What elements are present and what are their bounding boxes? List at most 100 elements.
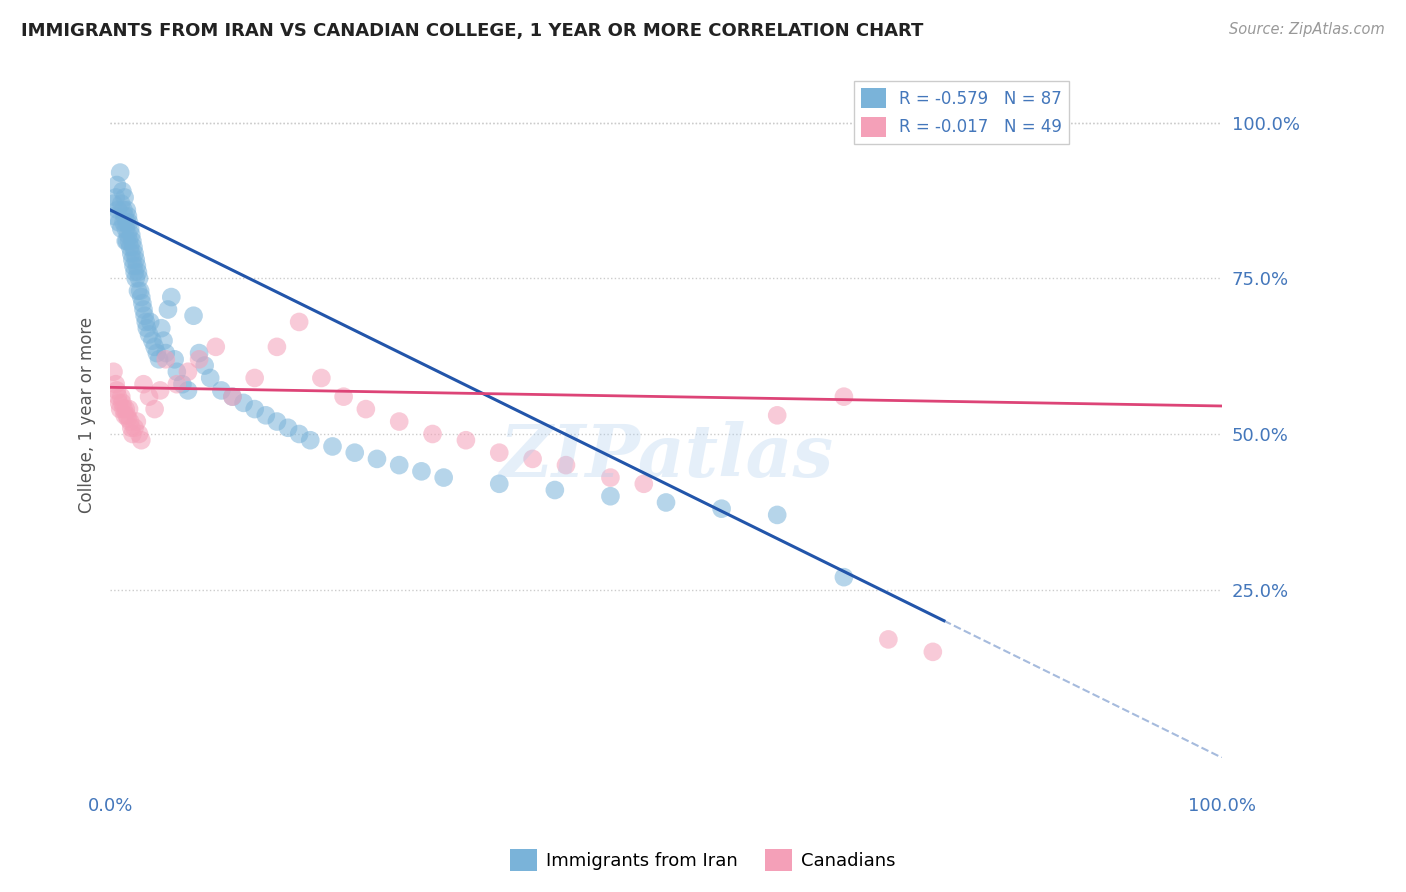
Point xyxy=(204,340,226,354)
Point xyxy=(166,377,188,392)
Point xyxy=(120,421,142,435)
Point xyxy=(114,190,136,204)
Point xyxy=(599,470,621,484)
Point xyxy=(108,396,131,410)
Legend: Immigrants from Iran, Canadians: Immigrants from Iran, Canadians xyxy=(503,842,903,879)
Point xyxy=(299,434,322,448)
Point xyxy=(254,409,277,423)
Point xyxy=(388,415,411,429)
Point xyxy=(544,483,567,497)
Point xyxy=(132,377,155,392)
Y-axis label: College, 1 year or more: College, 1 year or more xyxy=(79,318,96,514)
Legend: R = -0.579   N = 87, R = -0.017   N = 49: R = -0.579 N = 87, R = -0.017 N = 49 xyxy=(855,81,1069,144)
Point xyxy=(115,234,138,248)
Point xyxy=(103,365,125,379)
Point xyxy=(117,227,139,242)
Point xyxy=(411,464,433,478)
Point xyxy=(107,390,129,404)
Point xyxy=(107,202,129,217)
Point xyxy=(125,415,148,429)
Point xyxy=(135,315,157,329)
Text: IMMIGRANTS FROM IRAN VS CANADIAN COLLEGE, 1 YEAR OR MORE CORRELATION CHART: IMMIGRANTS FROM IRAN VS CANADIAN COLLEGE… xyxy=(21,22,924,40)
Point xyxy=(766,409,789,423)
Point xyxy=(152,334,174,348)
Point xyxy=(243,402,266,417)
Point xyxy=(177,365,200,379)
Point xyxy=(311,371,333,385)
Point xyxy=(118,234,141,248)
Point xyxy=(266,340,288,354)
Point xyxy=(120,227,142,242)
Point xyxy=(118,402,141,417)
Point xyxy=(108,402,131,417)
Point xyxy=(111,184,134,198)
Point xyxy=(120,221,142,235)
Point xyxy=(921,645,943,659)
Point xyxy=(108,165,131,179)
Point xyxy=(105,178,128,192)
Point xyxy=(112,202,135,217)
Point xyxy=(122,240,145,254)
Point xyxy=(141,334,163,348)
Point xyxy=(288,315,311,329)
Point xyxy=(120,240,142,254)
Point xyxy=(288,427,311,442)
Point xyxy=(138,390,160,404)
Point xyxy=(143,340,166,354)
Point xyxy=(232,396,254,410)
Point xyxy=(112,402,135,417)
Point xyxy=(366,451,388,466)
Point xyxy=(104,209,127,223)
Point xyxy=(112,215,135,229)
Point xyxy=(243,371,266,385)
Point xyxy=(114,234,136,248)
Point xyxy=(138,327,160,342)
Point xyxy=(114,209,136,223)
Point xyxy=(128,427,150,442)
Point xyxy=(194,359,217,373)
Point xyxy=(115,409,138,423)
Point xyxy=(132,302,155,317)
Point xyxy=(129,284,152,298)
Point xyxy=(148,352,170,367)
Point xyxy=(129,434,152,448)
Point xyxy=(332,390,354,404)
Point xyxy=(433,470,456,484)
Point xyxy=(124,421,146,435)
Point xyxy=(120,415,142,429)
Point xyxy=(129,290,152,304)
Point xyxy=(188,346,211,360)
Point xyxy=(156,302,179,317)
Point xyxy=(124,265,146,279)
Point xyxy=(488,476,510,491)
Point xyxy=(277,421,299,435)
Point xyxy=(104,377,127,392)
Point xyxy=(115,202,138,217)
Point xyxy=(128,271,150,285)
Point xyxy=(121,234,143,248)
Point xyxy=(134,309,156,323)
Point xyxy=(104,190,127,204)
Point xyxy=(633,476,655,491)
Point xyxy=(488,445,510,459)
Point xyxy=(422,427,444,442)
Point xyxy=(143,402,166,417)
Point xyxy=(163,352,186,367)
Point xyxy=(108,215,131,229)
Point xyxy=(121,252,143,267)
Point xyxy=(343,445,366,459)
Point xyxy=(172,377,194,392)
Point xyxy=(110,221,132,235)
Point xyxy=(877,632,900,647)
Point xyxy=(454,434,477,448)
Point xyxy=(115,215,138,229)
Point xyxy=(655,495,678,509)
Point xyxy=(103,196,125,211)
Point xyxy=(114,409,136,423)
Point xyxy=(127,284,149,298)
Text: 100.0%: 100.0% xyxy=(1188,797,1256,814)
Point xyxy=(117,411,139,425)
Point xyxy=(135,321,157,335)
Point xyxy=(105,384,128,398)
Point xyxy=(522,451,544,466)
